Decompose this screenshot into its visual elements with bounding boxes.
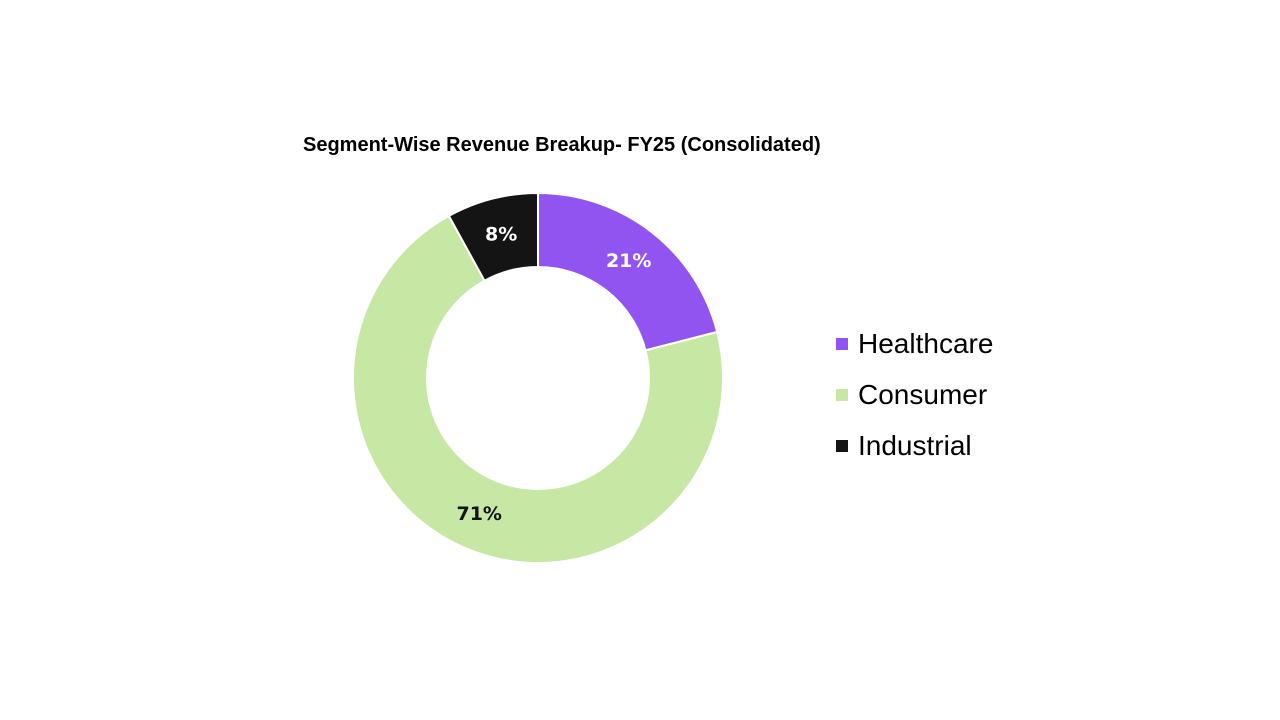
legend-label-healthcare: Healthcare bbox=[858, 327, 994, 359]
donut-slice-labels: 21% 71% 8% bbox=[456, 224, 651, 525]
slice-consumer bbox=[352, 214, 724, 564]
slice-industrial bbox=[447, 191, 539, 283]
legend-item-industrial: Industrial bbox=[836, 420, 993, 471]
legend-swatch-consumer bbox=[836, 388, 848, 401]
donut-slices bbox=[352, 191, 724, 564]
chart-title: Segment-Wise Revenue Breakup- FY25 (Cons… bbox=[303, 134, 821, 156]
legend-swatch-healthcare bbox=[836, 337, 848, 350]
legend-item-consumer: Consumer bbox=[836, 369, 993, 420]
slice-label-industrial: 8% bbox=[485, 224, 517, 246]
legend-item-healthcare: Healthcare bbox=[836, 318, 993, 369]
legend-label-consumer: Consumer bbox=[858, 378, 988, 410]
legend: Healthcare Consumer Industrial bbox=[836, 318, 993, 471]
legend-swatch-industrial bbox=[836, 439, 848, 452]
slice-label-consumer: 71% bbox=[456, 503, 501, 525]
slice-label-healthcare: 21% bbox=[606, 250, 651, 272]
slice-healthcare bbox=[537, 191, 719, 352]
legend-label-industrial: Industrial bbox=[858, 429, 972, 461]
